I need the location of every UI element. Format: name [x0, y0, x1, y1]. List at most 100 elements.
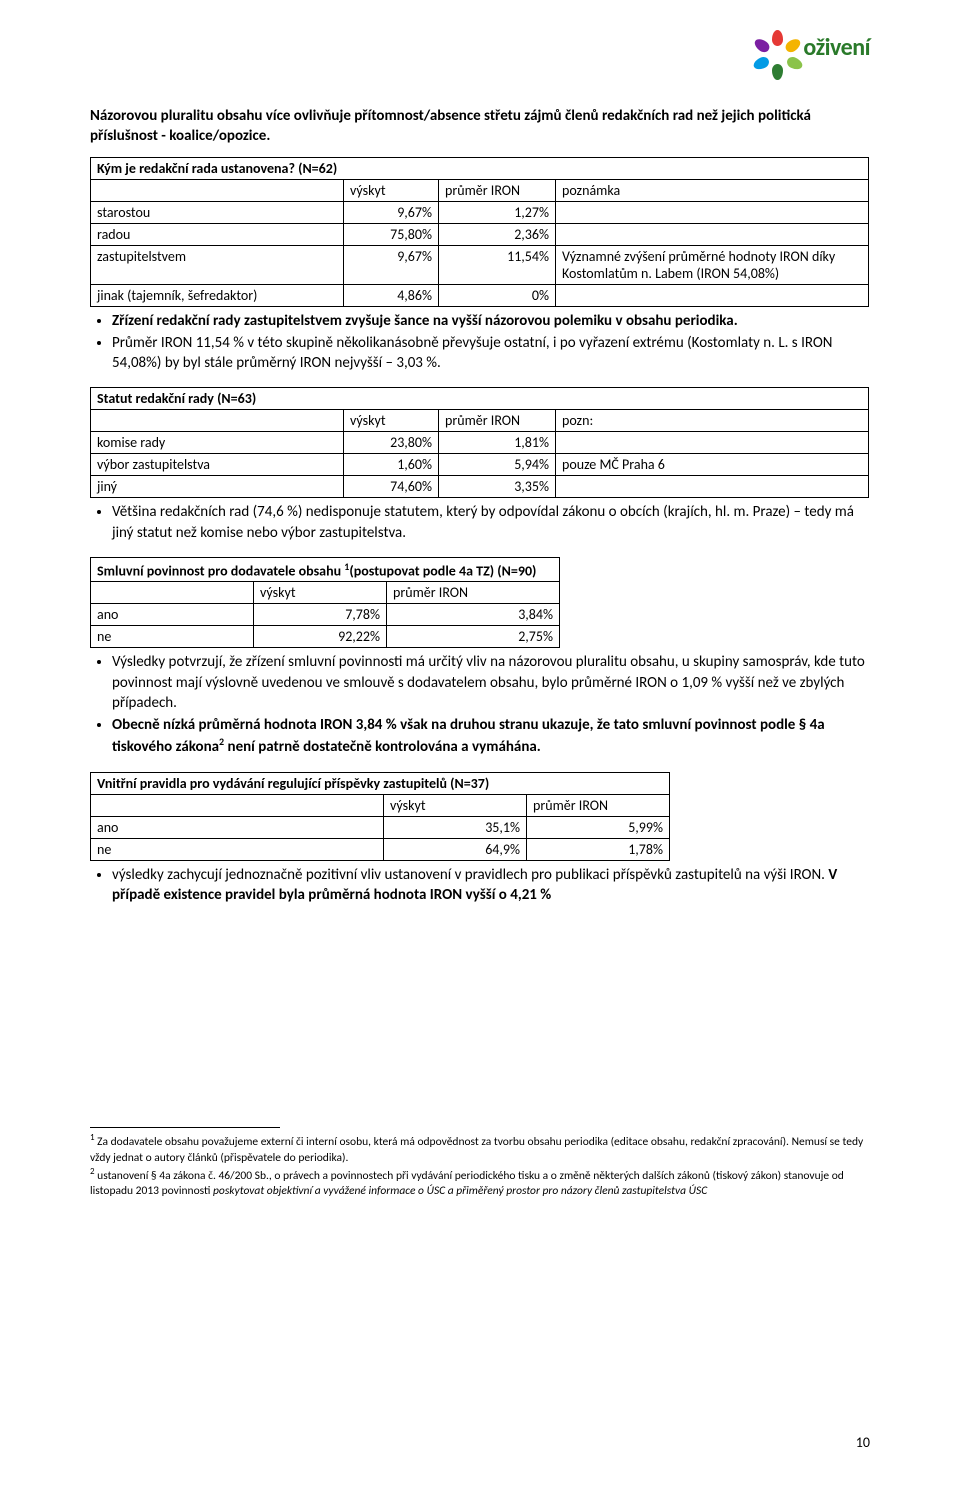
- bullet: Výsledky potvrzují, že zřízení smluvní p…: [112, 652, 870, 713]
- cell: 1,81%: [439, 432, 556, 454]
- cell: 9,67%: [344, 201, 439, 223]
- cell: zastupitelstvem: [91, 245, 344, 284]
- cell: 4,86%: [344, 284, 439, 306]
- cell: 0%: [439, 284, 556, 306]
- bullets-table1: Zřízení redakční rady zastupitelstvem zv…: [90, 311, 870, 374]
- bullets-table4: výsledky zachycují jednoznačně pozitivní…: [90, 865, 870, 906]
- logo-flower-icon: [759, 28, 797, 66]
- cell: starostou: [91, 201, 344, 223]
- cell: jiný: [91, 476, 344, 498]
- cell: 11,54%: [439, 245, 556, 284]
- cell: ano: [91, 816, 384, 838]
- bullet: Zřízení redakční rady zastupitelstvem zv…: [112, 311, 870, 331]
- cell: [556, 201, 869, 223]
- cell: 23,80%: [344, 432, 439, 454]
- table-row: zastupitelstvem 9,67% 11,54% Významné zv…: [91, 245, 869, 284]
- text: není patrně dostatečně kontrolována a vy…: [224, 738, 541, 756]
- cell: 5,99%: [527, 816, 670, 838]
- cell: průměr IRON: [439, 410, 556, 432]
- cell: 9,67%: [344, 245, 439, 284]
- cell: 3,35%: [439, 476, 556, 498]
- table1-col2: průměr IRON: [439, 179, 556, 201]
- table-row: ano 35,1% 5,99%: [91, 816, 670, 838]
- cell: 74,60%: [344, 476, 439, 498]
- cell: pozn:: [556, 410, 869, 432]
- cell: [91, 582, 254, 604]
- page: oživení Názorovou pluralitu obsahu více …: [0, 0, 960, 1489]
- cell: ne: [91, 838, 384, 860]
- title-part: Smluvní povinnost pro dodavatele obsahu: [97, 562, 344, 579]
- table3-title: Smluvní povinnost pro dodavatele obsahu …: [91, 557, 560, 582]
- cell: 3,84%: [387, 604, 560, 626]
- text: výsledky zachycují jednoznačně pozitivní…: [112, 866, 828, 884]
- table-row: jiný 74,60% 3,35%: [91, 476, 869, 498]
- cell: ne: [91, 626, 254, 648]
- cell: [556, 432, 869, 454]
- cell: 1,78%: [527, 838, 670, 860]
- cell: komise rady: [91, 432, 344, 454]
- bullet: Obecně nízká průměrná hodnota IRON 3,84 …: [112, 715, 870, 758]
- cell: 75,80%: [344, 223, 439, 245]
- bullet-bold: Obecně nízká průměrná hodnota IRON 3,84 …: [112, 716, 825, 756]
- cell: [556, 476, 869, 498]
- cell: [556, 223, 869, 245]
- cell: pouze MČ Praha 6: [556, 454, 869, 476]
- cell: [556, 284, 869, 306]
- cell: 2,75%: [387, 626, 560, 648]
- table4-title: Vnitřní pravidla pro vydávání regulující…: [91, 772, 670, 794]
- cell: 7,78%: [254, 604, 387, 626]
- table-row: ano 7,78% 3,84%: [91, 604, 560, 626]
- footnote-text-italic: poskytovat objektivní a vyvážené informa…: [213, 1184, 707, 1198]
- title-part: (postupovat podle 4a TZ) (N=90): [349, 562, 536, 579]
- table2-title: Statut redakční rady (N=63): [91, 388, 869, 410]
- table-row: komise rady 23,80% 1,81%: [91, 432, 869, 454]
- table-row: starostou 9,67% 1,27%: [91, 201, 869, 223]
- table1-col3: poznámka: [556, 179, 869, 201]
- footnote-1: 1 Za dodavatele obsahu považujeme extern…: [90, 1132, 870, 1166]
- table-row: ne 64,9% 1,78%: [91, 838, 670, 860]
- cell: výskyt: [254, 582, 387, 604]
- cell: průměr IRON: [387, 582, 560, 604]
- table-row: jinak (tajemník, šefredaktor) 4,86% 0%: [91, 284, 869, 306]
- table1-col1: výskyt: [344, 179, 439, 201]
- bullet: Většina redakčních rad (74,6 %) nedispon…: [112, 502, 870, 543]
- table-row: ne 92,22% 2,75%: [91, 626, 560, 648]
- footnote-text: Za dodavatele obsahu považujeme externí …: [90, 1135, 863, 1165]
- footnote-separator: [90, 1127, 280, 1128]
- logo: oživení: [759, 28, 870, 66]
- cell: [91, 794, 384, 816]
- cell: 2,36%: [439, 223, 556, 245]
- cell: výbor zastupitelstva: [91, 454, 344, 476]
- bullet: Průměr IRON 11,54 % v této skupině někol…: [112, 333, 870, 374]
- cell: 5,94%: [439, 454, 556, 476]
- cell: výskyt: [384, 794, 527, 816]
- footnotes: 1 Za dodavatele obsahu považujeme extern…: [90, 1132, 870, 1200]
- table-row: výbor zastupitelstva 1,60% 5,94% pouze M…: [91, 454, 869, 476]
- cell: jinak (tajemník, šefredaktor): [91, 284, 344, 306]
- cell: ano: [91, 604, 254, 626]
- cell: výskyt: [344, 410, 439, 432]
- page-number: 10: [856, 1434, 870, 1451]
- footnote-2: 2 ustanovení § 4a zákona č. 46/200 Sb., …: [90, 1166, 870, 1200]
- cell: 1,60%: [344, 454, 439, 476]
- cell: průměr IRON: [527, 794, 670, 816]
- intro-paragraph: Názorovou pluralitu obsahu více ovlivňuj…: [90, 106, 870, 147]
- cell: 92,22%: [254, 626, 387, 648]
- cell: radou: [91, 223, 344, 245]
- cell: [91, 410, 344, 432]
- logo-text: oživení: [803, 33, 870, 62]
- table1-col0: [91, 179, 344, 201]
- cell: 64,9%: [384, 838, 527, 860]
- table-redakcni-rada-ustanovena: Kým je redakční rada ustanovena? (N=62) …: [90, 157, 869, 307]
- bullet-text: Zřízení redakční rady zastupitelstvem zv…: [112, 312, 738, 330]
- bullets-table2: Většina redakčních rad (74,6 %) nedispon…: [90, 502, 870, 543]
- table-row: radou 75,80% 2,36%: [91, 223, 869, 245]
- cell: 1,27%: [439, 201, 556, 223]
- table-statut-redakcni-rady: Statut redakční rady (N=63) výskyt průmě…: [90, 387, 869, 498]
- cell: Významné zvýšení průměrné hodnoty IRON d…: [556, 245, 869, 284]
- table-smluvni-povinnost: Smluvní povinnost pro dodavatele obsahu …: [90, 557, 560, 649]
- table1-title: Kým je redakční rada ustanovena? (N=62): [91, 157, 869, 179]
- bullet: výsledky zachycují jednoznačně pozitivní…: [112, 865, 870, 906]
- bullets-table3: Výsledky potvrzují, že zřízení smluvní p…: [90, 652, 870, 757]
- table-vnitrni-pravidla: Vnitřní pravidla pro vydávání regulující…: [90, 772, 670, 861]
